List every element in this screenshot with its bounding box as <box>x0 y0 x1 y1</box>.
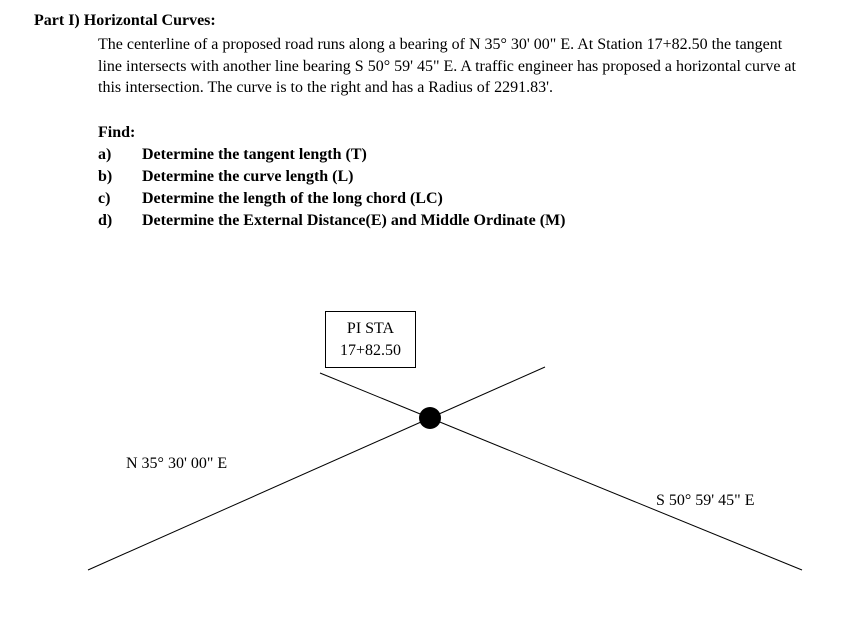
item-b-text: Determine the curve length (L) <box>142 168 354 185</box>
item-a: a) Determine the tangent length (T) <box>98 146 367 164</box>
item-a-letter: a) <box>98 146 138 164</box>
item-b: b) Determine the curve length (L) <box>98 168 354 186</box>
item-a-text: Determine the tangent length (T) <box>142 146 367 163</box>
tangent-left-line <box>88 418 430 570</box>
pi-station-box: PI STA 17+82.50 <box>325 311 416 368</box>
pi-point <box>419 407 441 429</box>
bearing-left-label: N 35° 30' 00" E <box>126 455 227 473</box>
item-c: c) Determine the length of the long chor… <box>98 190 443 208</box>
item-c-text: Determine the length of the long chord (… <box>142 190 443 207</box>
problem-statement: The centerline of a proposed road runs a… <box>98 34 798 99</box>
tangent-left-ext-line <box>430 367 545 418</box>
pi-box-line1: PI STA <box>340 318 401 340</box>
item-d-letter: d) <box>98 212 138 230</box>
page-root: Part I) Horizontal Curves: The centerlin… <box>0 0 853 633</box>
item-c-letter: c) <box>98 190 138 208</box>
tangent-right-ext-line <box>320 373 430 418</box>
item-d: d) Determine the External Distance(E) an… <box>98 212 565 230</box>
section-title: Part I) Horizontal Curves: <box>34 12 216 30</box>
bearing-right-label: S 50° 59' 45" E <box>656 492 754 510</box>
pi-box-line2: 17+82.50 <box>340 340 401 362</box>
item-d-text: Determine the External Distance(E) and M… <box>142 212 565 229</box>
item-b-letter: b) <box>98 168 138 186</box>
find-label: Find: <box>98 124 135 142</box>
